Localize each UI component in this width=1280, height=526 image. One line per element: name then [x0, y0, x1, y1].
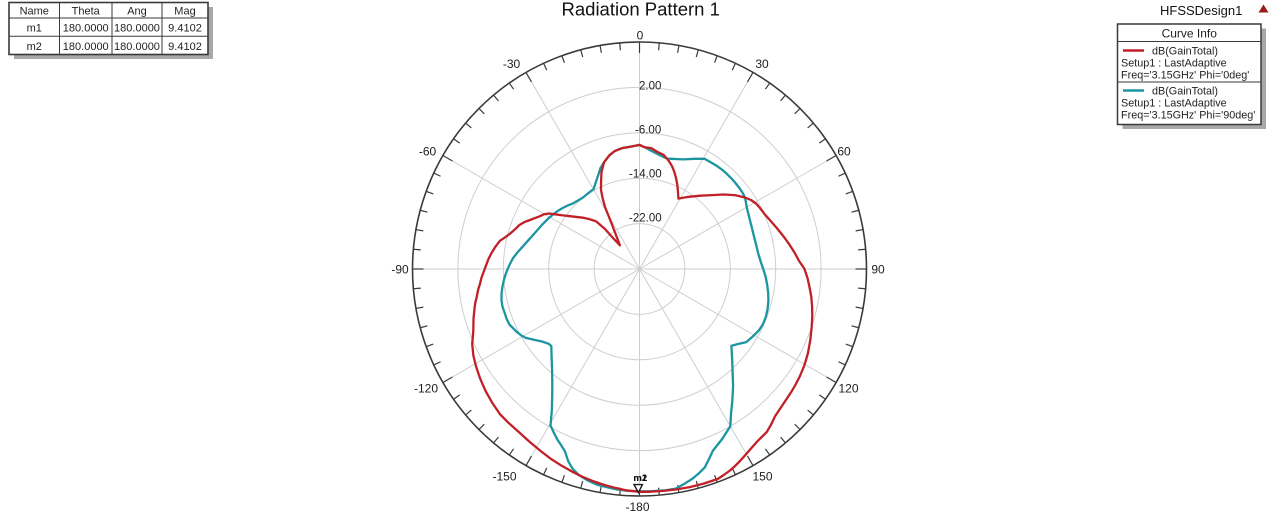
- svg-text:120: 120: [838, 382, 858, 396]
- svg-text:-60: -60: [419, 145, 437, 159]
- svg-text:Curve Info: Curve Info: [1162, 27, 1218, 41]
- svg-text:-22.00: -22.00: [629, 213, 662, 225]
- svg-text:Setup1 : LastAdaptive: Setup1 : LastAdaptive: [1121, 58, 1227, 70]
- svg-text:HFSSDesign1: HFSSDesign1: [1160, 3, 1242, 18]
- svg-text:-6.00: -6.00: [635, 125, 661, 137]
- svg-text:-150: -150: [492, 470, 516, 484]
- svg-text:Radiation Pattern 1: Radiation Pattern 1: [562, 0, 720, 20]
- svg-text:dB(GainTotal): dB(GainTotal): [1152, 46, 1218, 58]
- svg-text:Ang: Ang: [127, 6, 147, 18]
- svg-text:9.4102: 9.4102: [168, 23, 202, 35]
- svg-text:dB(GainTotal): dB(GainTotal): [1152, 86, 1218, 98]
- svg-text:180.0000: 180.0000: [114, 41, 160, 53]
- svg-text:Theta: Theta: [72, 6, 101, 18]
- svg-text:m2: m2: [27, 41, 42, 53]
- svg-text:-120: -120: [414, 382, 438, 396]
- svg-text:Name: Name: [20, 6, 49, 18]
- svg-text:2.00: 2.00: [639, 81, 661, 93]
- svg-text:Mag: Mag: [174, 6, 195, 18]
- svg-text:60: 60: [837, 145, 851, 159]
- svg-text:9.4102: 9.4102: [168, 41, 202, 53]
- svg-text:0: 0: [637, 29, 644, 43]
- svg-text:30: 30: [755, 57, 769, 71]
- svg-text:m2: m2: [633, 473, 647, 484]
- svg-text:m1: m1: [27, 23, 42, 35]
- svg-text:150: 150: [752, 470, 772, 484]
- svg-text:180.0000: 180.0000: [63, 23, 109, 35]
- svg-text:Setup1 : LastAdaptive: Setup1 : LastAdaptive: [1121, 98, 1227, 110]
- svg-text:90: 90: [871, 263, 885, 277]
- svg-text:-90: -90: [391, 263, 409, 277]
- svg-text:180.0000: 180.0000: [63, 41, 109, 53]
- svg-text:180.0000: 180.0000: [114, 23, 160, 35]
- svg-text:Freq='3.15GHz' Phi='90deg': Freq='3.15GHz' Phi='90deg': [1121, 110, 1255, 122]
- svg-text:-14.00: -14.00: [629, 169, 662, 181]
- svg-text:Freq='3.15GHz' Phi='0deg': Freq='3.15GHz' Phi='0deg': [1121, 70, 1249, 82]
- svg-text:-180: -180: [625, 500, 649, 514]
- svg-text:-30: -30: [503, 57, 521, 71]
- svg-text:m1: m1: [633, 473, 647, 484]
